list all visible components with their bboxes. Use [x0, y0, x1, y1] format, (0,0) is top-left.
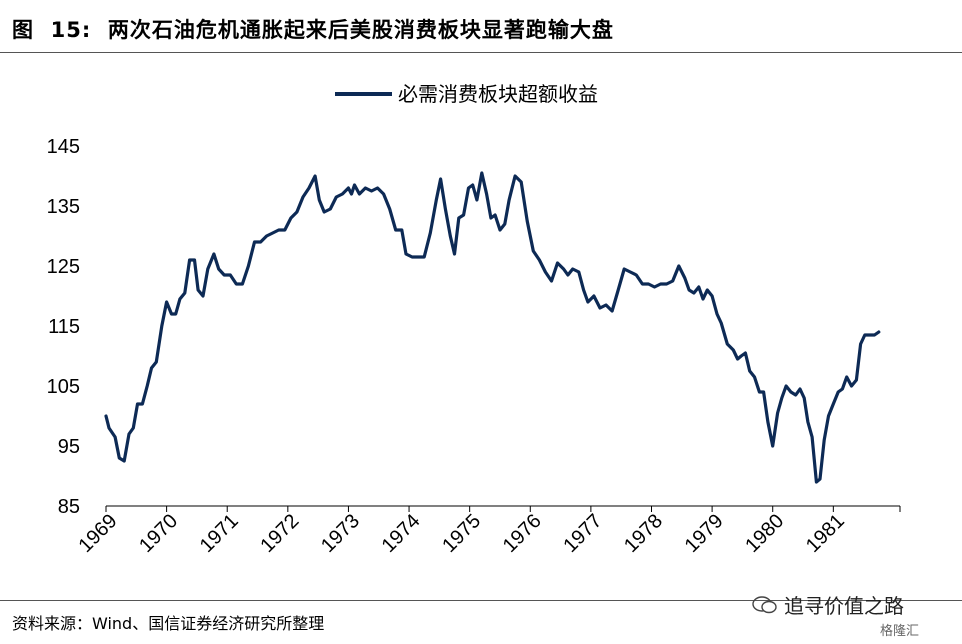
wechat-icon	[752, 595, 777, 613]
y-tick-label: 85	[58, 496, 80, 518]
x-tick-label: 1980	[741, 510, 788, 557]
figure-header: 图 15: 两次石油危机通胀起来后美股消费板块显著跑输大盘	[0, 0, 962, 50]
x-tick-label: 1979	[681, 510, 728, 557]
x-tick-label: 1975	[438, 510, 485, 557]
y-tick-label: 145	[47, 136, 80, 158]
watermark-text: 追寻价值之路	[784, 594, 904, 618]
x-tick-label: 1974	[378, 510, 425, 557]
figure-title: 图 15: 两次石油危机通胀起来后美股消费板块显著跑输大盘	[12, 14, 614, 44]
chart-legend: 必需消费板块超额收益	[335, 82, 598, 106]
x-tick-label: 1972	[256, 510, 303, 557]
x-tick-label: 1973	[317, 510, 364, 557]
y-tick-label: 105	[47, 376, 80, 398]
y-tick-label: 95	[58, 436, 80, 458]
x-tick-label: 1969	[75, 510, 122, 557]
source-note: 资料来源：Wind、国信证券经济研究所整理	[12, 614, 325, 633]
watermark-logo: 格隆汇	[880, 624, 920, 639]
x-tick-label: 1977	[559, 510, 606, 557]
figure-number: 15:	[50, 18, 92, 42]
x-tick-label: 1981	[802, 510, 849, 557]
y-tick-label: 115	[48, 316, 80, 338]
legend-label: 必需消费板块超额收益	[398, 82, 598, 106]
watermark: 追寻价值之路	[752, 590, 904, 619]
figure-label: 图	[12, 18, 34, 42]
plot-area	[104, 171, 881, 484]
top-rule	[0, 52, 962, 53]
y-tick-label: 135	[47, 196, 80, 218]
y-tick-label: 125	[47, 256, 80, 278]
x-tick-label: 1971	[196, 510, 243, 557]
x-tick-label: 1970	[135, 510, 182, 557]
x-tick-label: 1978	[620, 510, 667, 557]
bottom-rule	[0, 600, 962, 601]
series-line	[104, 171, 881, 484]
x-tick-label: 1976	[499, 510, 546, 557]
figure-title-text: 两次石油危机通胀起来后美股消费板块显著跑输大盘	[107, 18, 614, 42]
